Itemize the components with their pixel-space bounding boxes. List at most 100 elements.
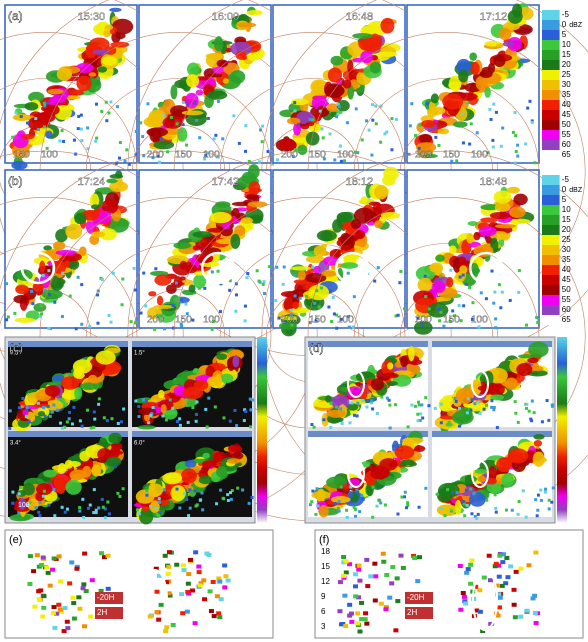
echo [80, 382, 98, 391]
colorbar-label: -5 [562, 10, 570, 19]
echo [494, 202, 511, 212]
clutter [95, 136, 99, 140]
echo [106, 178, 118, 184]
echo [313, 245, 327, 258]
clutter [461, 141, 465, 145]
section-cell [163, 580, 169, 585]
clutter [171, 406, 175, 410]
clutter [396, 313, 400, 317]
section-cell [349, 619, 355, 624]
echo [415, 142, 437, 153]
clutter [81, 497, 85, 501]
clutter [458, 275, 462, 279]
clutter [47, 326, 51, 330]
clutter [158, 510, 162, 514]
echo [400, 355, 409, 368]
echo [327, 67, 343, 83]
clutter [477, 325, 481, 329]
clutter [387, 398, 391, 402]
echo [445, 422, 453, 427]
clutter [76, 127, 80, 131]
clutter [358, 510, 362, 514]
echo [532, 451, 545, 467]
range-label: 150 [175, 315, 192, 326]
clutter [475, 131, 479, 135]
clutter [390, 148, 394, 152]
clutter [416, 316, 420, 320]
echo [108, 432, 122, 444]
clutter [517, 499, 521, 503]
echo [102, 30, 111, 38]
echo [370, 468, 390, 480]
section-cell [32, 604, 38, 609]
echo [32, 282, 44, 292]
colorbar-label: 50 [562, 285, 571, 294]
clutter [135, 508, 139, 512]
section-cell [411, 553, 417, 558]
range-label: 100 [471, 150, 488, 161]
section-cell [44, 565, 50, 570]
clutter [371, 407, 375, 411]
clutter [8, 409, 12, 413]
clutter [371, 485, 375, 489]
clutter [144, 399, 148, 403]
echo [216, 59, 229, 68]
colorbar-swatch [542, 285, 560, 295]
colorbar-label: 15 [562, 50, 571, 59]
colorbar-swatch [542, 90, 560, 100]
range-label: 200 [147, 315, 164, 326]
clutter [228, 288, 232, 292]
echo [368, 201, 380, 206]
echo [352, 33, 373, 39]
clutter [449, 268, 453, 272]
clutter [337, 105, 341, 109]
clutter [354, 107, 358, 111]
clutter [43, 414, 47, 418]
echo [226, 458, 241, 464]
echo [380, 211, 401, 220]
clutter [125, 148, 129, 152]
clutter [454, 399, 458, 403]
section-cell [105, 586, 111, 591]
clutter [529, 417, 533, 421]
section-cell [207, 589, 213, 594]
clutter [490, 269, 494, 273]
echo [507, 9, 523, 24]
echo [240, 217, 253, 224]
section-cell [518, 566, 524, 571]
clutter [482, 407, 486, 411]
section-cell [54, 611, 60, 616]
echo [186, 74, 200, 88]
clutter [373, 397, 377, 401]
clutter [237, 141, 241, 145]
clutter [453, 314, 457, 318]
colorbar-swatch [542, 245, 560, 255]
range-label: 150 [13, 150, 30, 161]
colorbar-label: 50 [562, 120, 571, 129]
clutter [89, 426, 93, 430]
clutter [116, 491, 120, 495]
clutter [524, 142, 528, 146]
clutter [179, 322, 183, 326]
section-cell [50, 611, 56, 616]
clutter [150, 412, 154, 416]
echo [382, 372, 399, 379]
clutter [214, 133, 218, 137]
clutter [181, 123, 185, 127]
echo [230, 41, 252, 56]
clutter [374, 104, 378, 108]
section-cell [170, 622, 176, 627]
clutter [109, 320, 113, 324]
section-cell [412, 555, 418, 560]
clutter [525, 402, 529, 406]
echo [24, 102, 39, 111]
echo [227, 445, 243, 453]
sub-title-bar [308, 431, 428, 437]
clutter [298, 296, 302, 300]
colorbar-swatch [542, 185, 560, 195]
clutter [333, 501, 337, 505]
clutter [360, 138, 364, 142]
echo [186, 62, 200, 77]
echo [248, 181, 261, 195]
clutter [243, 408, 247, 412]
